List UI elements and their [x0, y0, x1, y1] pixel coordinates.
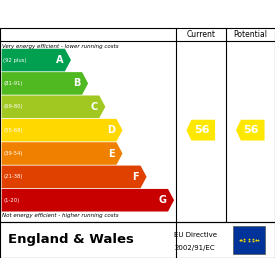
Polygon shape — [2, 72, 88, 95]
Text: B: B — [73, 78, 80, 88]
Text: F: F — [132, 172, 139, 182]
Text: England & Wales: England & Wales — [8, 233, 134, 246]
Polygon shape — [2, 119, 123, 141]
Polygon shape — [2, 95, 105, 118]
Polygon shape — [2, 189, 174, 212]
Text: (21-38): (21-38) — [3, 174, 23, 179]
Text: A: A — [56, 55, 63, 65]
Polygon shape — [186, 120, 215, 141]
Text: 56: 56 — [244, 125, 259, 135]
Text: Potential: Potential — [233, 30, 267, 39]
Polygon shape — [2, 49, 71, 71]
Text: (69-80): (69-80) — [3, 104, 23, 109]
Text: Current: Current — [186, 30, 215, 39]
Text: Very energy efficient - lower running costs: Very energy efficient - lower running co… — [2, 44, 119, 49]
Text: 2002/91/EC: 2002/91/EC — [175, 245, 216, 251]
Text: (39-54): (39-54) — [3, 151, 23, 156]
Polygon shape — [236, 120, 265, 141]
Text: (1-20): (1-20) — [3, 198, 20, 203]
Text: E: E — [108, 149, 115, 158]
Text: Energy Efficiency Rating: Energy Efficiency Rating — [42, 7, 233, 21]
FancyBboxPatch shape — [233, 226, 265, 254]
Text: G: G — [158, 195, 166, 205]
Text: EU Directive: EU Directive — [174, 232, 217, 238]
Text: C: C — [90, 102, 98, 112]
Text: (81-91): (81-91) — [3, 81, 23, 86]
Polygon shape — [2, 166, 147, 188]
Text: (92 plus): (92 plus) — [3, 58, 27, 62]
Text: Not energy efficient - higher running costs: Not energy efficient - higher running co… — [2, 213, 119, 218]
Text: (55-68): (55-68) — [3, 128, 23, 133]
Text: D: D — [107, 125, 115, 135]
Text: 56: 56 — [194, 125, 210, 135]
Polygon shape — [2, 142, 123, 165]
